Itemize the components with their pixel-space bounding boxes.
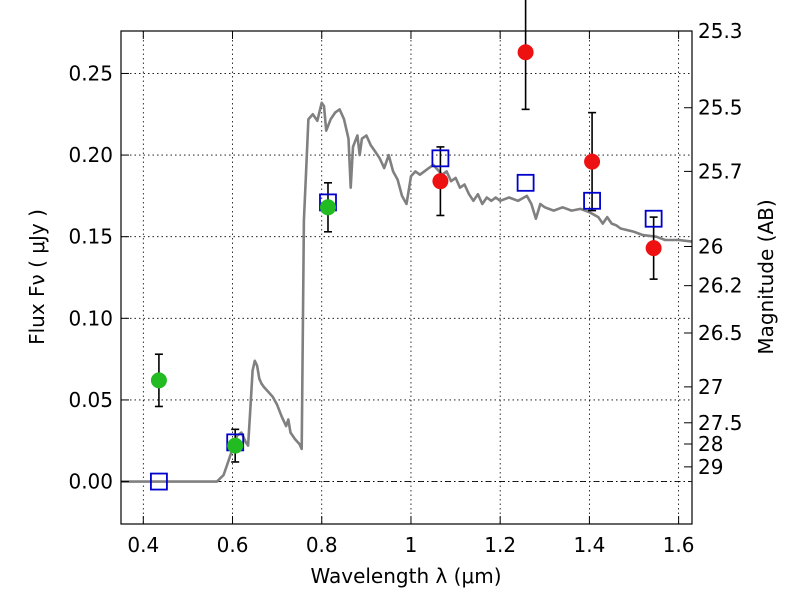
data-points xyxy=(150,44,663,491)
magnitude-tick-label: 25.7 xyxy=(698,159,743,183)
model-photometry-square xyxy=(516,173,535,192)
model-photometry-square xyxy=(431,149,450,168)
magnitude-tick-label: 25.3 xyxy=(698,19,743,43)
error-bars xyxy=(154,0,658,463)
grid-lines xyxy=(121,31,692,524)
y-tick-label: 0.00 xyxy=(68,470,113,494)
y-axis-label: Flux Fν ( μJy ) xyxy=(25,209,49,345)
nir-data-point xyxy=(432,173,449,190)
plot-frame xyxy=(120,30,693,525)
magnitude-tick-label: 27 xyxy=(698,375,723,399)
x-tick-label: 1.6 xyxy=(663,533,695,557)
magnitude-tick-label: 26.2 xyxy=(698,274,743,298)
magnitude-axis-label: Magnitude (AB) xyxy=(754,199,778,354)
model-photometry-square xyxy=(150,472,168,491)
x-tick-label: 0.4 xyxy=(127,533,159,557)
x-tick-labels: 0.4 0.6 0.8 1 1.2 1.4 1.6 xyxy=(127,533,694,557)
magnitude-tick-label: 27.5 xyxy=(698,411,743,435)
axis-ticks xyxy=(121,30,692,524)
optical-data-point xyxy=(319,199,336,216)
x-axis-label: Wavelength λ (μm) xyxy=(310,564,501,588)
magnitude-tick-label: 29 xyxy=(698,455,723,479)
x-tick-label: 0.8 xyxy=(306,533,338,557)
y-tick-label: 0.20 xyxy=(68,143,113,167)
model-photometry-square xyxy=(583,191,601,210)
y-tick-labels: 0.00 0.05 0.10 0.15 0.20 0.25 xyxy=(68,61,113,493)
magnitude-tick-label: 26.5 xyxy=(698,321,743,345)
model-spectrum-line xyxy=(121,101,693,483)
x-tick-label: 1.2 xyxy=(484,533,516,557)
y-tick-label: 0.10 xyxy=(68,306,113,330)
magnitude-tick-label: 25.5 xyxy=(698,96,743,120)
y-tick-label: 0.25 xyxy=(68,61,113,85)
x-tick-label: 1.4 xyxy=(573,533,605,557)
magnitude-tick-label: 28 xyxy=(698,432,723,456)
model-photometry-square xyxy=(644,209,663,228)
optical-data-point xyxy=(150,372,167,389)
optical-data-point xyxy=(227,437,244,454)
nir-data-point xyxy=(517,44,534,61)
model-spectrum xyxy=(121,101,693,483)
nir-data-point xyxy=(645,240,662,257)
y-tick-label: 0.05 xyxy=(68,388,113,412)
y-tick-label: 0.15 xyxy=(68,225,113,249)
nir-data-point xyxy=(584,153,601,170)
x-tick-label: 0.6 xyxy=(217,533,249,557)
x-tick-label: 1 xyxy=(405,533,418,557)
magnitude-tick-label: 26 xyxy=(698,234,723,258)
